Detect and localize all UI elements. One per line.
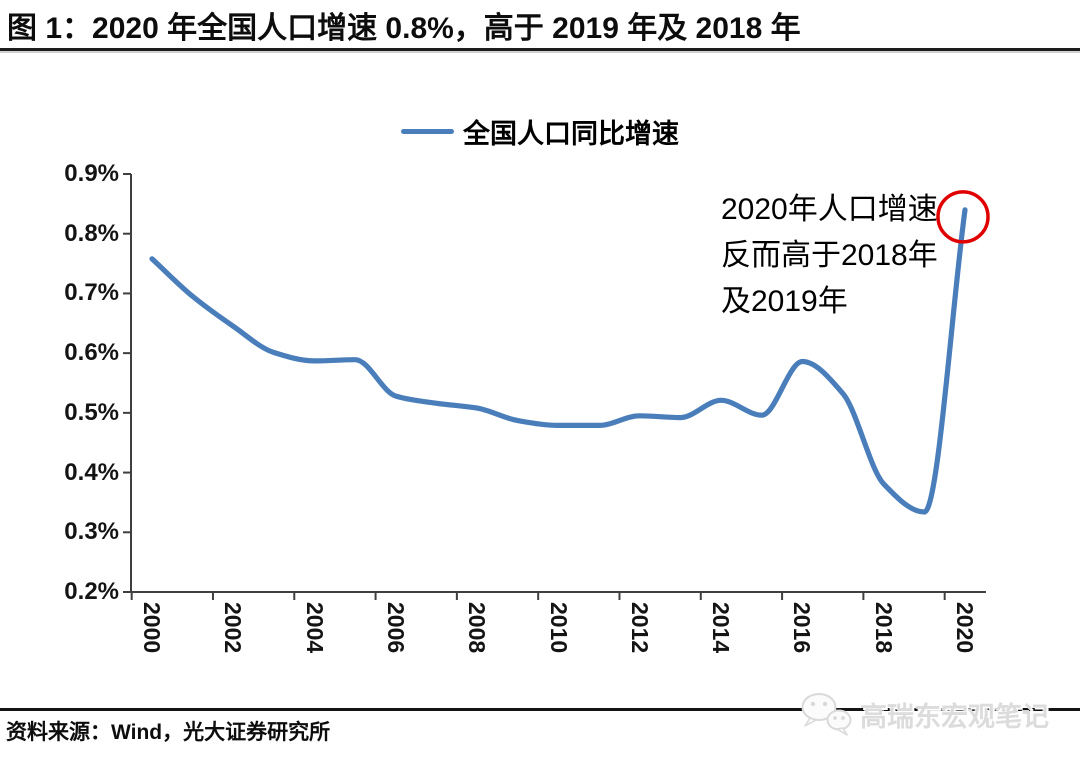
x-axis-tick-label: 2002	[220, 602, 247, 654]
y-axis-tick-label: 0.9%	[64, 160, 119, 187]
y-axis-tick-label: 0.2%	[64, 578, 119, 605]
legend-line-marker	[401, 128, 454, 134]
annotation-line-2: 反而高于2018年	[721, 239, 938, 272]
chart-legend: 全国人口同比增速	[401, 114, 679, 149]
annotation-line-1: 2020年人口增速	[721, 193, 938, 226]
x-axis-tick-label: 2012	[626, 602, 653, 654]
wechat-icon	[801, 693, 852, 736]
x-axis-tick-label: 2018	[870, 602, 897, 654]
y-axis-tick-label: 0.4%	[64, 458, 119, 486]
legend-label: 全国人口同比增速	[463, 118, 679, 149]
annotation-line-3: 及2019年	[721, 285, 848, 318]
watermark-text: 高瑞东宏观笔记	[860, 701, 1049, 732]
x-axis-tick-label: 2000	[139, 602, 165, 654]
source-note: 资料来源：Wind，光大证券研究所	[6, 721, 331, 744]
y-axis-tick-label: 0.3%	[64, 518, 119, 546]
x-axis-tick-label: 2008	[464, 602, 491, 654]
watermark: 高瑞东宏观笔记	[798, 688, 1049, 740]
x-axis-tick-label: 2010	[545, 602, 572, 654]
x-axis-tick-label: 2004	[301, 602, 328, 654]
x-axis-tick-label: 2016	[789, 602, 816, 654]
y-axis-tick-label: 0.7%	[64, 279, 119, 307]
x-axis-tick-label: 2020	[952, 602, 978, 654]
y-axis-tick-label: 0.8%	[64, 219, 119, 247]
x-axis-tick-label: 2014	[708, 602, 735, 654]
title-divider	[0, 48, 1080, 51]
y-axis-tick-label: 0.6%	[64, 339, 119, 367]
y-axis-tick-label: 0.5%	[64, 398, 119, 426]
x-axis-tick-label: 2006	[382, 602, 409, 654]
footer-divider	[0, 708, 1080, 711]
figure-title: 图 1：2020 年全国人口增速 0.8%，高于 2019 年及 2018 年	[7, 12, 801, 45]
chart-annotation: 2020年人口增速 反而高于2018年 及2019年	[721, 187, 938, 325]
